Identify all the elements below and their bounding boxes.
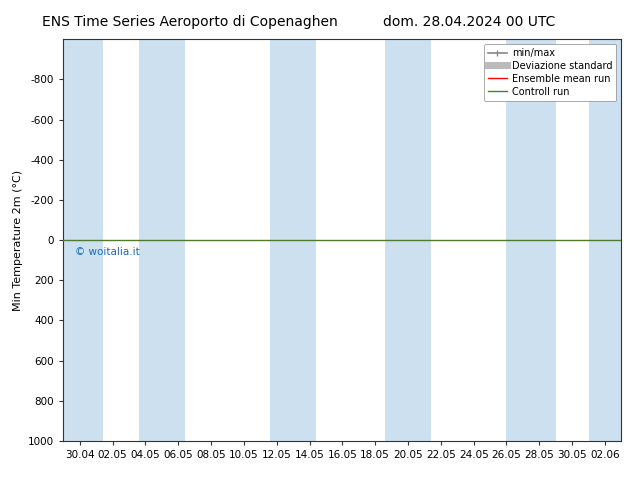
- Text: ENS Time Series Aeroporto di Copenaghen: ENS Time Series Aeroporto di Copenaghen: [42, 15, 338, 29]
- Bar: [270, 39, 316, 441]
- Text: dom. 28.04.2024 00 UTC: dom. 28.04.2024 00 UTC: [383, 15, 555, 29]
- Bar: [63, 39, 103, 441]
- Bar: [588, 39, 631, 441]
- Y-axis label: Min Temperature 2m (°C): Min Temperature 2m (°C): [13, 170, 23, 311]
- Bar: [139, 39, 185, 441]
- Bar: [385, 39, 431, 441]
- Bar: [507, 39, 555, 441]
- Legend: min/max, Deviazione standard, Ensemble mean run, Controll run: min/max, Deviazione standard, Ensemble m…: [484, 44, 616, 100]
- Text: © woitalia.it: © woitalia.it: [75, 247, 139, 257]
